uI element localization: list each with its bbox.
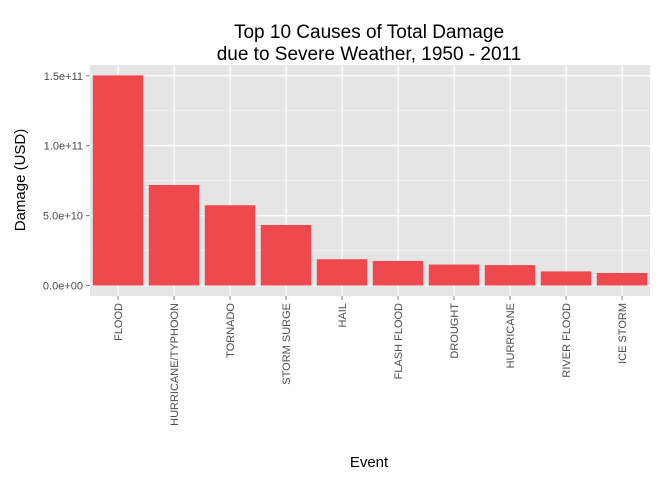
chart-title-line-1: Top 10 Causes of Total Damage [234, 22, 504, 43]
y-tick-label: 0.0e+00 [43, 281, 83, 293]
x-tick-label: HURRICANE [505, 303, 517, 368]
x-tick-label: HAIL [337, 303, 349, 327]
x-tick-label: HURRICANE/TYPHOON [169, 303, 181, 426]
bar [260, 224, 312, 286]
bar [596, 272, 648, 286]
chart-title-line-2: due to Severe Weather, 1950 - 2011 [217, 44, 522, 65]
x-axis: FLOOD HURRICANE/TYPHOON TORNADO STORM SURGE… [113, 296, 629, 426]
x-tick-label: RIVER FLOOD [561, 303, 573, 378]
y-tick-label: 5.0e+10 [43, 211, 83, 223]
bar [540, 271, 592, 286]
y-axis-label: Damage (USD) [12, 129, 29, 232]
bar [204, 205, 256, 286]
x-tick-label: FLOOD [113, 303, 125, 341]
bars [92, 75, 648, 286]
x-tick-label: DROUGHT [449, 303, 461, 359]
bar [428, 264, 480, 286]
y-tick-label: 1.0e+11 [44, 141, 83, 153]
bar [316, 259, 368, 286]
x-tick-label: STORM SURGE [281, 303, 293, 385]
x-tick-label: FLASH FLOOD [393, 303, 405, 379]
x-tick-label: TORNADO [225, 303, 237, 358]
y-tick-label: 1.5e+11 [44, 71, 83, 83]
bar [92, 75, 144, 286]
x-axis-label: Event [350, 454, 389, 471]
y-axis: 0.0e+00 5.0e+10 1.0e+11 1.5e+11 [43, 71, 90, 293]
bar [148, 184, 200, 286]
bar [484, 265, 536, 286]
bar [372, 260, 424, 286]
x-tick-label: ICE STORM [617, 303, 629, 364]
